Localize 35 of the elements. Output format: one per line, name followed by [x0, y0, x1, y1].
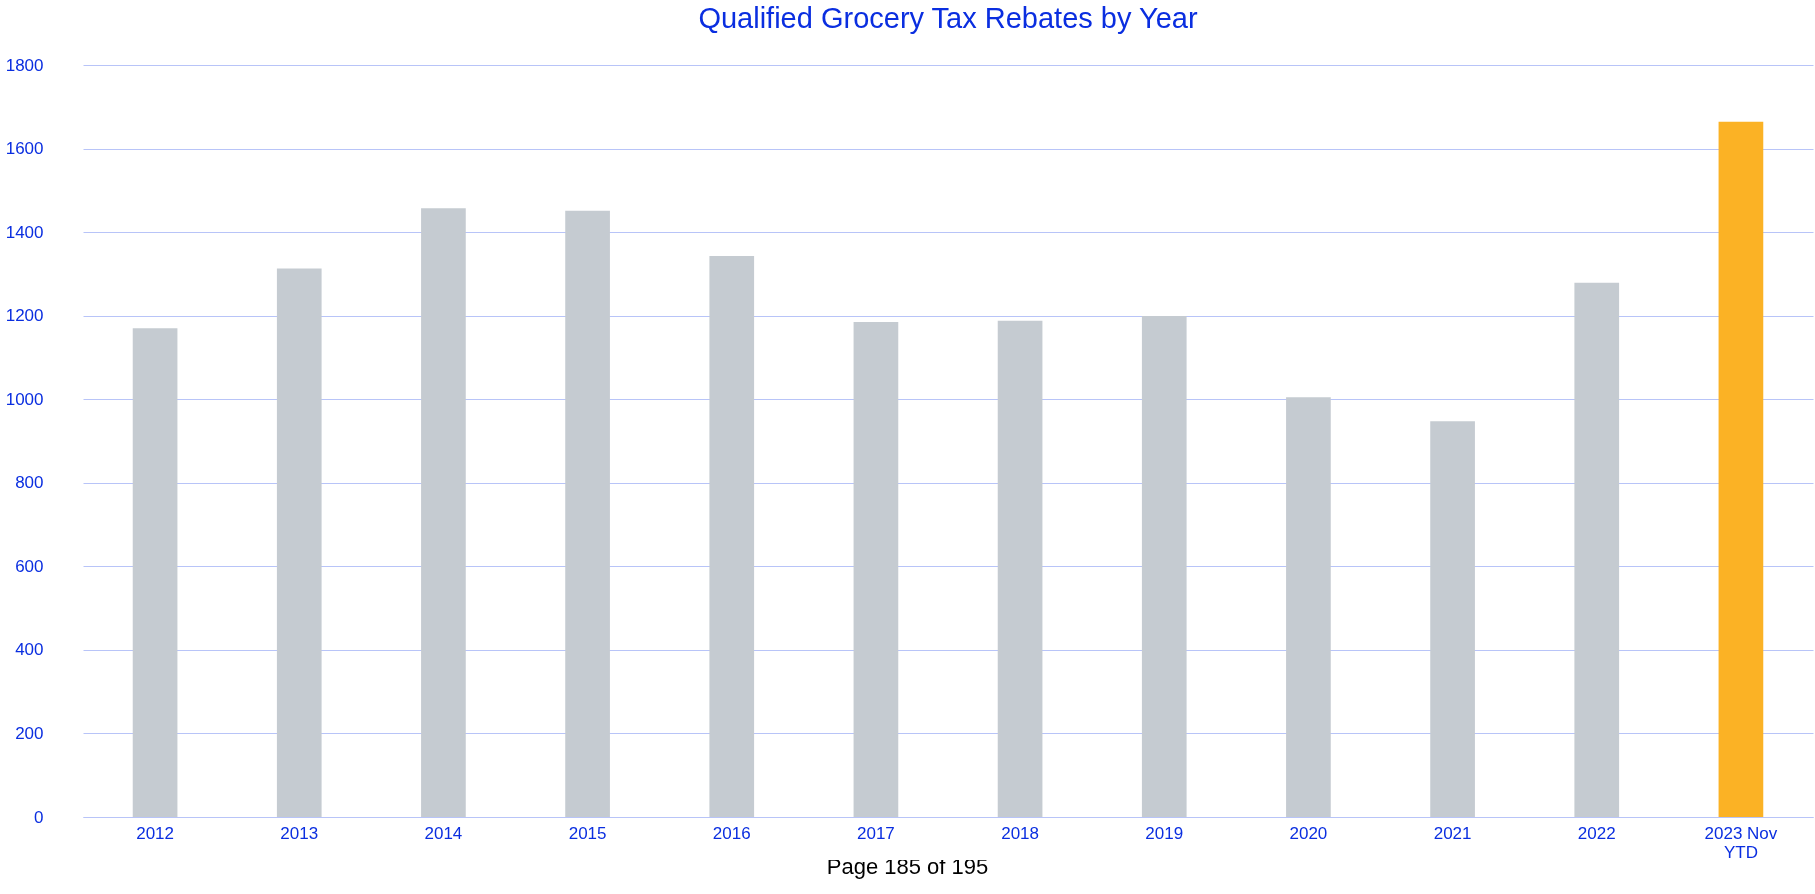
x-tick-label: 2014 — [424, 823, 463, 843]
x-tick-label: 2018 — [1001, 823, 1039, 843]
x-tick-label: 2012 — [136, 823, 174, 843]
x-tick-label: 2021 — [1433, 823, 1472, 843]
bar — [1574, 282, 1620, 817]
bar — [1718, 121, 1764, 817]
bar — [1430, 421, 1475, 817]
x-tick-label: 2023 Nov YTD — [1704, 823, 1778, 862]
y-tick-label: 800 — [15, 473, 44, 493]
bar — [421, 208, 466, 817]
bar — [709, 255, 755, 817]
x-tick-label: 2017 — [857, 823, 895, 843]
y-tick-label: 1600 — [5, 139, 44, 159]
y-tick-label: 1400 — [5, 222, 44, 242]
y-tick-label: 1000 — [5, 389, 44, 409]
bar — [132, 328, 178, 817]
x-tick-label: 2015 — [568, 823, 607, 843]
bar — [853, 321, 899, 817]
x-tick-label: 2013 — [280, 823, 319, 843]
bar — [1141, 316, 1187, 817]
y-tick-label: 1200 — [5, 306, 44, 326]
bar — [565, 210, 610, 817]
y-tick-label: 0 — [34, 807, 44, 827]
y-tick-label: 200 — [15, 723, 44, 743]
x-tick-label: 2016 — [712, 823, 751, 843]
y-tick-label: 1800 — [5, 55, 44, 75]
y-tick-label: 600 — [15, 556, 44, 576]
x-tick-label: 2022 — [1577, 823, 1616, 843]
bar — [1286, 397, 1331, 817]
bar — [997, 320, 1043, 817]
bar — [276, 268, 322, 817]
y-tick-label: 400 — [15, 640, 44, 660]
x-tick-label: 2019 — [1145, 823, 1184, 843]
x-tick-label: 2020 — [1289, 823, 1328, 843]
chart-title: Qualified Grocery Tax Rebates by Year — [698, 2, 1198, 34]
